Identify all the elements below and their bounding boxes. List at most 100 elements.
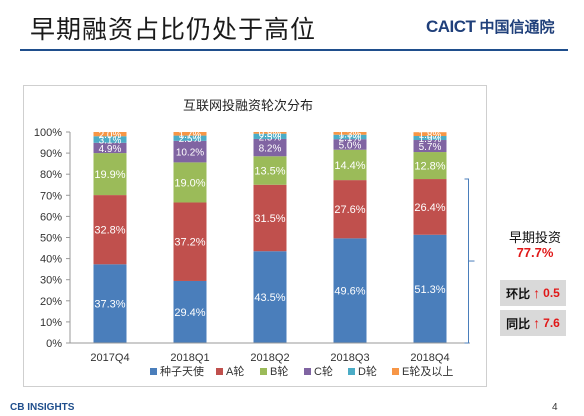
early-stage-bracket bbox=[464, 178, 475, 344]
early-investment-value: 77.7% bbox=[516, 245, 554, 260]
bar-segment bbox=[173, 132, 207, 136]
bar-segment bbox=[93, 264, 127, 343]
bar-segment bbox=[333, 132, 367, 135]
data-label: 2.5% bbox=[179, 134, 202, 145]
bar-segment bbox=[333, 180, 367, 239]
legend-label: D轮 bbox=[358, 364, 377, 378]
data-label: 10.2% bbox=[176, 148, 204, 159]
bar-segment bbox=[413, 140, 447, 153]
metric-yoy-value: 7.6 bbox=[543, 316, 560, 330]
logo-text-cn: 中国信通院 bbox=[479, 19, 555, 36]
data-label: 31.5% bbox=[254, 213, 285, 225]
x-tick-label: 2018Q1 bbox=[170, 352, 209, 364]
legend-swatch bbox=[260, 368, 267, 375]
y-tick-label: 50% bbox=[40, 233, 62, 245]
data-label: 13.5% bbox=[254, 166, 285, 178]
y-tick-label: 40% bbox=[40, 254, 62, 266]
data-label: 43.5% bbox=[254, 292, 285, 304]
up-arrow-icon: ↑ bbox=[533, 315, 541, 331]
data-label: 1.8% bbox=[419, 130, 442, 141]
y-tick-label: 10% bbox=[40, 317, 62, 329]
page-number: 4 bbox=[552, 402, 558, 413]
data-label: 14.4% bbox=[334, 160, 365, 172]
bar-segment bbox=[173, 202, 207, 281]
data-label: 4.9% bbox=[99, 144, 122, 155]
data-label: 1.9% bbox=[419, 134, 442, 145]
bar-segment bbox=[253, 156, 287, 185]
legend-label: B轮 bbox=[270, 364, 288, 378]
data-label: 2.5% bbox=[259, 132, 282, 143]
bar-segment bbox=[173, 135, 207, 141]
bar-segment bbox=[93, 142, 127, 154]
bar-segment bbox=[333, 238, 367, 343]
legend-swatch bbox=[216, 368, 223, 375]
legend-swatch bbox=[150, 368, 157, 375]
data-label: 2.0% bbox=[99, 130, 122, 141]
bar-segment bbox=[173, 280, 207, 343]
bar-segment bbox=[93, 153, 127, 196]
bar-segment bbox=[253, 251, 287, 343]
metric-qoq: 环比 ↑ 0.5 bbox=[500, 280, 566, 306]
bar-segment bbox=[253, 133, 287, 139]
y-axis: 0% 10% 20% 30% 40% 50% 60% 70% 80% 90% 100% bbox=[34, 127, 71, 350]
y-tick-label: 30% bbox=[40, 275, 62, 287]
x-tick-label: 2017Q4 bbox=[90, 352, 129, 364]
chart-title: 互联网投融资轮次分布 bbox=[183, 98, 313, 113]
bar-segment bbox=[413, 136, 447, 141]
bars-group: 37.3% 32.8% 19.9% 4.9%3.1%2.0% 29.4% 37.2% 19.… bbox=[93, 129, 447, 343]
legend-swatch bbox=[392, 368, 399, 375]
x-tick-label: 2018Q4 bbox=[410, 352, 449, 364]
data-label: 26.4% bbox=[414, 202, 445, 214]
data-label: 51.3% bbox=[414, 284, 445, 296]
x-tick-label: 2018Q3 bbox=[330, 352, 369, 364]
data-label: 2.1% bbox=[339, 133, 362, 144]
up-arrow-icon: ↑ bbox=[533, 285, 541, 301]
bar-segment bbox=[413, 234, 447, 343]
data-label: 1.3% bbox=[339, 129, 362, 140]
data-label: 29.4% bbox=[174, 307, 205, 319]
data-label: 5.7% bbox=[419, 142, 442, 153]
bar-segment bbox=[413, 179, 447, 235]
data-label: 37.2% bbox=[174, 237, 205, 249]
cb-insights-logo: CB INSIGHTS bbox=[10, 402, 75, 413]
bar-segment bbox=[253, 138, 287, 157]
bracket-line bbox=[464, 178, 469, 344]
bar-segment bbox=[93, 195, 127, 265]
logo-text-en: CAICT bbox=[426, 16, 476, 36]
bar-segment bbox=[253, 132, 287, 134]
data-label: 5.0% bbox=[339, 140, 362, 151]
data-label: 27.6% bbox=[334, 204, 365, 216]
data-label: 0.8% bbox=[259, 129, 282, 140]
page-title: 早期融资占比仍处于高位 bbox=[30, 16, 317, 44]
legend-label: C轮 bbox=[314, 364, 333, 378]
y-tick-label: 60% bbox=[40, 211, 62, 223]
bar-segment bbox=[93, 132, 127, 137]
caict-logo: CAICT 中国信通院 bbox=[426, 16, 554, 37]
bar-segment bbox=[93, 136, 127, 143]
bar-segment bbox=[173, 162, 207, 203]
legend-label: 种子天使 bbox=[160, 364, 204, 378]
data-label: 37.3% bbox=[94, 299, 125, 311]
y-tick-label: 80% bbox=[40, 169, 62, 181]
legend-swatch bbox=[304, 368, 311, 375]
data-label: 12.8% bbox=[414, 161, 445, 173]
title-divider bbox=[20, 49, 568, 51]
bar-segment bbox=[253, 184, 287, 252]
legend-label: E轮及以上 bbox=[402, 364, 453, 378]
metric-yoy-label: 同比 bbox=[506, 316, 531, 331]
bar-segment bbox=[413, 132, 447, 137]
y-tick-label: 100% bbox=[34, 127, 62, 139]
data-label: 8.2% bbox=[259, 144, 282, 155]
metric-qoq-value: 0.5 bbox=[543, 286, 560, 300]
metric-yoy: 同比 ↑ 7.6 bbox=[500, 310, 566, 336]
bar-segment bbox=[413, 152, 447, 180]
legend-swatch bbox=[348, 368, 355, 375]
data-label: 3.1% bbox=[99, 135, 122, 146]
bar-segment bbox=[173, 140, 207, 163]
data-label: 1.7% bbox=[179, 130, 202, 141]
data-label: 19.9% bbox=[94, 169, 125, 181]
y-tick-label: 0% bbox=[46, 338, 62, 350]
early-investment-label: 早期投资 bbox=[508, 230, 561, 245]
x-axis: 2017Q4 2018Q1 2018Q2 2018Q3 2018Q4 bbox=[70, 342, 470, 364]
